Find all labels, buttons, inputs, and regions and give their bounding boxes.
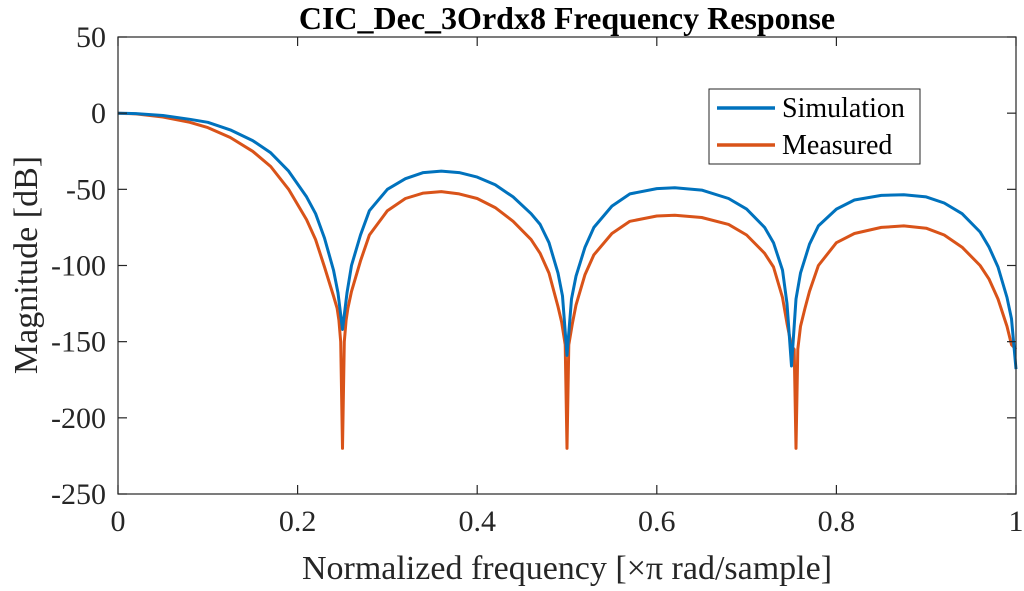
y-tick-label: -250 xyxy=(51,478,106,511)
x-tick-label: 1 xyxy=(1009,505,1024,538)
tick-layer: 0 0.2 0.4 0.6 0.8 1 50 0 -50 -100 -150 -200 -250 xyxy=(51,21,1024,538)
x-tick-label: 0.8 xyxy=(818,505,856,538)
series-line-simulation xyxy=(117,111,1018,370)
legend-box xyxy=(708,88,921,165)
x-tick-label: 0.4 xyxy=(458,505,496,538)
legend: Simulation Measured xyxy=(708,88,921,165)
legend-label-simulation: Simulation xyxy=(782,93,905,124)
series-line-measured xyxy=(117,111,1018,450)
y-axis-label: Magnitude [dB] xyxy=(8,156,45,374)
x-tick-label: 0.2 xyxy=(279,505,317,538)
x-axis-label: Normalized frequency [×π rad/sample] xyxy=(302,550,832,587)
y-tick-label: -150 xyxy=(51,326,106,359)
y-tick-label: -200 xyxy=(51,402,106,435)
x-tick-label: 0.6 xyxy=(638,505,676,538)
y-tick-label: -50 xyxy=(66,173,106,206)
chart-title: CIC_Dec_3Ordx8 Frequency Response xyxy=(299,0,835,36)
series-layer xyxy=(117,111,1018,450)
legend-label-measured: Measured xyxy=(782,130,892,161)
y-tick-label: -100 xyxy=(51,250,106,283)
x-tick-label: 0 xyxy=(111,505,126,538)
y-tick-label: 50 xyxy=(76,21,106,54)
y-tick-label: 0 xyxy=(91,97,106,130)
